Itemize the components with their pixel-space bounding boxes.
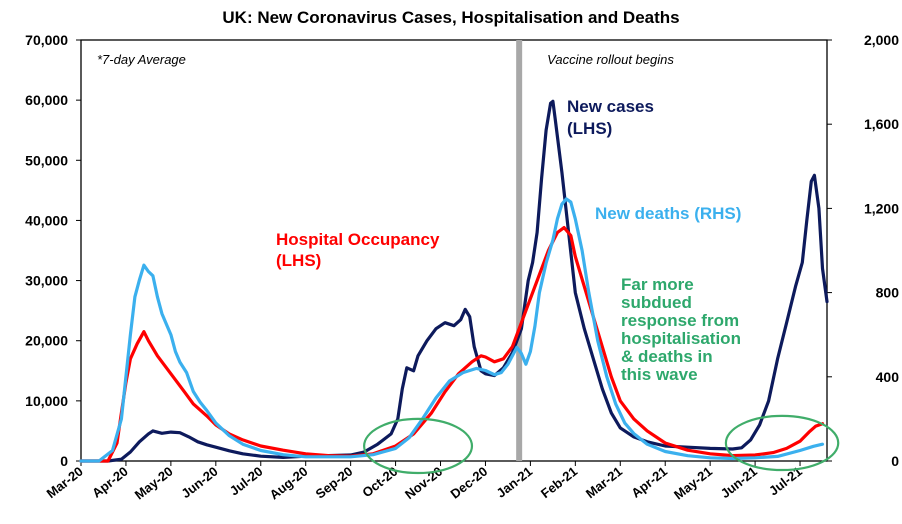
chart-note: *7-day Average [97,52,186,67]
series-labels: New cases (LHS) Hospital Occupancy (LHS) New… [276,97,741,384]
left-axis-tick-label: 0 [60,453,68,469]
x-axis-tick-label: May-20 [132,464,176,503]
left-axis-tick-label: 30,000 [25,273,68,289]
highlight-ellipse [363,417,474,475]
x-axis-tick-label: Oct-20 [359,464,400,501]
series-label: New deaths (RHS) [595,204,741,223]
x-axis-tick-label: Jan-21 [494,464,536,501]
left-axis-tick-label: 50,000 [25,152,68,168]
series-label: (LHS) [276,251,321,270]
x-axis-tick-label: Mar-20 [44,464,86,502]
x-axis-tick-label: Jul-20 [227,464,266,499]
series-line [79,197,825,463]
plot-frame [80,39,828,462]
series-lines [79,99,829,463]
highlight-ellipse [724,414,840,472]
left-axis-tick-label: 70,000 [25,32,68,48]
series-line [79,226,825,463]
x-axis: Mar-20 Apr-20 May-20 Jun-20 Jul-20 Aug-20 Sep-… [44,461,805,503]
x-axis-tick-label: May-21 [671,464,715,503]
x-axis-tick-label: Sep-20 [313,464,356,502]
chart-title: UK: New Coronavirus Cases, Hospitalisati… [222,8,679,27]
annotation-text: this wave [621,365,698,384]
x-axis-tick-label: Apr-21 [628,464,670,501]
right-axis-tick-label: 2,000 [864,32,899,48]
left-axis-tick-label: 20,000 [25,333,68,349]
annotation-text: & deaths in [621,347,713,366]
vaccine-rollout-marker: Vaccine rollout begins [516,40,674,461]
highlight-ellipses [363,414,840,475]
series-line [79,99,829,463]
x-axis-tick-label: Mar-21 [583,464,625,502]
x-axis-tick-label: Aug-20 [267,464,311,503]
right-axis-tick-label: 0 [891,453,899,469]
left-axis: 0 10,000 20,000 30,000 40,000 50,000 60,000 70,… [25,32,81,469]
vaccine-rollout-label: Vaccine rollout begins [547,52,674,67]
left-axis-tick-label: 10,000 [25,393,68,409]
annotation-text: subdued [621,293,692,312]
series-label: Hospital Occupancy [276,230,440,249]
right-axis: 0 400 800 1,200 1,600 2,000 [827,32,899,469]
x-axis-tick-label: Dec-20 [447,464,490,502]
x-axis-tick-label: Apr-20 [89,464,131,501]
x-axis-tick-label: Jun-20 [178,464,220,502]
series-label: (LHS) [567,119,612,138]
x-axis-tick-label: Nov-20 [402,464,445,503]
x-axis-tick-label: Jun-21 [718,464,760,502]
annotation-text: response from [621,311,739,330]
right-axis-tick-label: 1,600 [864,116,899,132]
series-label: New cases [567,97,654,116]
left-axis-tick-label: 40,000 [25,212,68,228]
right-axis-tick-label: 800 [876,285,900,301]
annotation-text: hospitalisation [621,329,741,348]
right-axis-tick-label: 400 [876,369,900,385]
x-axis-tick-label: Feb-21 [538,464,580,502]
left-axis-tick-label: 60,000 [25,92,68,108]
right-axis-tick-label: 1,200 [864,200,899,216]
annotation-text: Far more [621,275,694,294]
